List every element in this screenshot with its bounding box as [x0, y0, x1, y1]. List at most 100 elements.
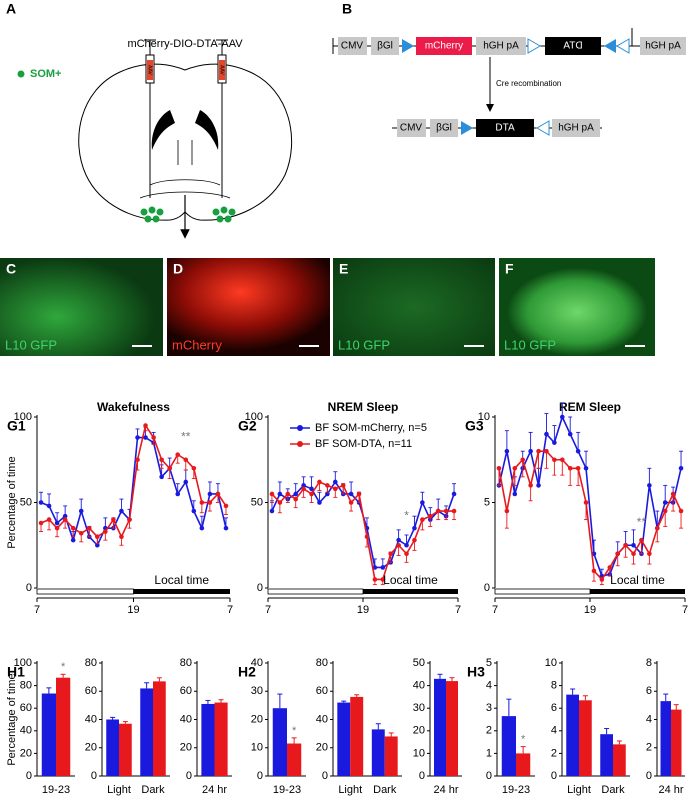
point: [372, 565, 378, 570]
point: [662, 500, 668, 505]
lox2272: [536, 120, 550, 136]
x-tick-label: 7: [34, 604, 40, 616]
y-tick-label: 1: [486, 747, 492, 759]
y-tick-label: 0: [322, 770, 328, 782]
image-caption: L10 GFP: [504, 337, 556, 352]
panel-label: B: [342, 1, 352, 17]
point: [583, 466, 589, 471]
brain-outline: [78, 63, 292, 221]
panel-label: C: [6, 261, 16, 277]
point: [301, 483, 306, 488]
x-tick-label: 24 hr: [658, 784, 683, 796]
point: [54, 525, 60, 531]
point: [175, 452, 181, 457]
ventricles: [151, 110, 219, 150]
x-tick-label: 19-23: [273, 784, 301, 796]
series-line: [498, 414, 682, 577]
legend-label: SOM+: [30, 68, 61, 80]
point: [62, 517, 68, 522]
legend-box: [286, 419, 456, 455]
point: [615, 551, 621, 557]
y-tick-label: 20: [85, 742, 97, 754]
point: [143, 435, 148, 440]
y-tick-label: 100: [14, 657, 32, 669]
element-label: CMV: [341, 41, 364, 52]
lox2272: [616, 38, 630, 54]
chart-title: NREM Sleep: [328, 400, 399, 414]
som-cells: [140, 206, 236, 223]
legend-label: BF SOM-mCherry, n=5: [315, 422, 427, 434]
y-tick-label: 0: [551, 770, 557, 782]
y-tick-label: 4: [646, 713, 652, 725]
chart-title: Wakefulness: [97, 400, 170, 414]
point: [317, 479, 322, 485]
point: [404, 542, 409, 548]
point: [78, 508, 84, 514]
x-tick-label: 19: [127, 604, 139, 616]
point: [46, 503, 52, 509]
significance: **: [181, 430, 191, 444]
panel-label: D: [173, 261, 183, 277]
panel-label: H1: [7, 664, 25, 680]
image-caption: L10 GFP: [5, 337, 57, 352]
point: [309, 486, 314, 492]
virus-title: mCherry-DIO-DTA-AAV: [127, 38, 243, 50]
y-tick-label: 20: [251, 713, 263, 725]
x-tick-label: Light: [567, 784, 591, 796]
significance: *: [292, 725, 297, 737]
point: [127, 517, 132, 522]
micrograph: [499, 258, 655, 356]
bar: [660, 701, 671, 776]
y-tick-label: 60: [180, 685, 192, 697]
y-tick-label: 30: [251, 685, 263, 697]
y-tick-label: 2: [486, 725, 492, 737]
point: [143, 423, 148, 428]
y-tick-label: 20: [316, 742, 328, 754]
point: [388, 551, 394, 557]
arrow-label: Cre recombination: [496, 79, 561, 88]
panel-label: E: [339, 261, 348, 277]
point: [269, 508, 275, 514]
dark-period: [590, 589, 685, 594]
syringe-label: AAV: [147, 65, 153, 75]
point: [183, 479, 189, 485]
bar: [56, 677, 71, 776]
bar: [600, 734, 613, 776]
point: [348, 491, 354, 497]
loxp: [402, 39, 414, 53]
point: [623, 542, 628, 548]
point: [332, 479, 338, 485]
point: [380, 577, 386, 582]
y-tick-label: 0: [484, 582, 490, 594]
point: [544, 431, 549, 437]
point: [207, 491, 213, 497]
point: [86, 525, 92, 531]
series-line: [498, 450, 682, 581]
point: [443, 508, 449, 514]
point: [396, 537, 401, 543]
point: [536, 483, 541, 488]
point: [151, 435, 156, 440]
y-tick-label: 10: [545, 657, 557, 669]
y-tick-label: 4: [551, 725, 557, 737]
light-period: [36, 588, 134, 595]
point: [191, 466, 197, 471]
point: [647, 551, 652, 557]
y-tick-label: 0: [186, 770, 192, 782]
bar: [501, 716, 516, 776]
y-tick-label: 60: [316, 685, 328, 697]
point: [678, 466, 684, 471]
y-axis-label: Percentage of time: [6, 673, 18, 765]
point: [199, 525, 205, 531]
bar: [201, 703, 215, 776]
point: [678, 508, 684, 514]
y-tick-label: 2: [551, 747, 557, 759]
point: [325, 483, 330, 488]
bar: [566, 694, 579, 776]
y-tick-label: 0: [26, 582, 32, 594]
bar: [350, 696, 364, 776]
bar: [153, 681, 166, 776]
chart-title: REM Sleep: [559, 400, 621, 414]
y-tick-label: 10: [478, 411, 490, 423]
point: [662, 508, 668, 514]
